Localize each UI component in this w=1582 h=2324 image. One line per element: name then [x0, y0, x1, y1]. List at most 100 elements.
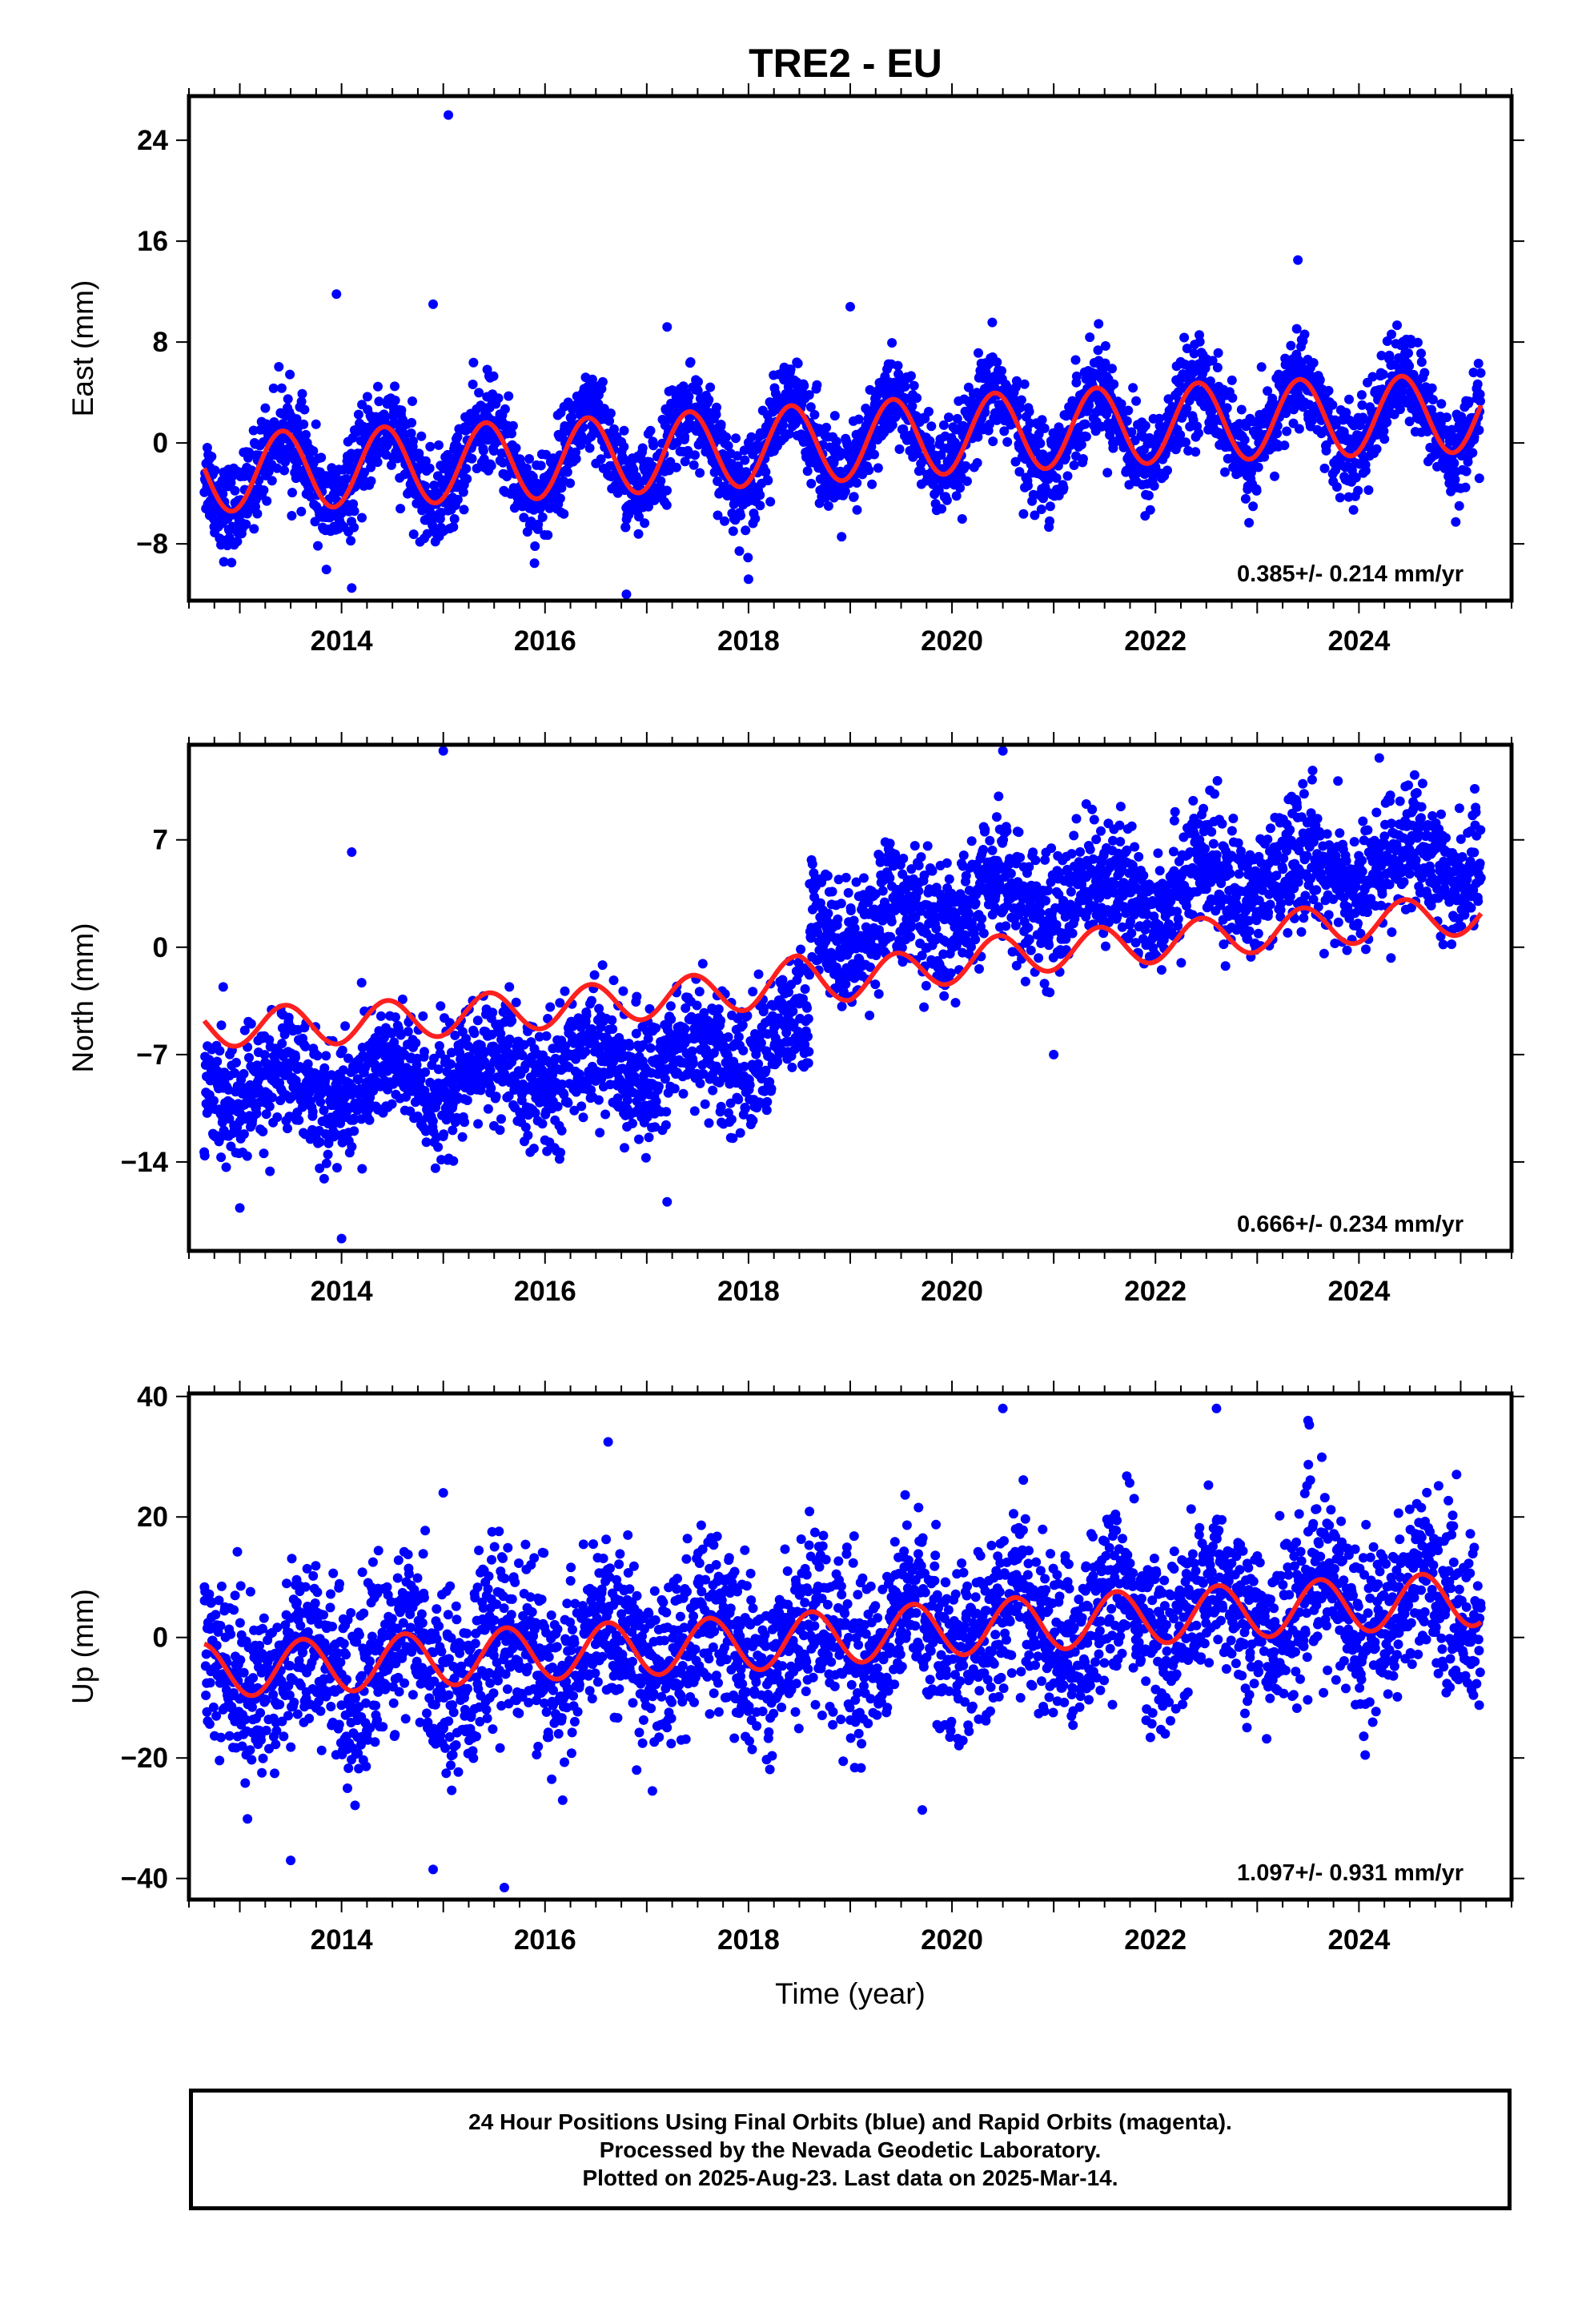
data-point — [349, 1126, 359, 1136]
data-point — [207, 452, 217, 462]
data-point — [1397, 384, 1407, 395]
data-point — [642, 1112, 652, 1122]
data-point — [338, 1065, 348, 1076]
data-point — [997, 366, 1006, 376]
data-point — [462, 1096, 472, 1105]
data-point — [459, 505, 469, 515]
data-point — [634, 1134, 644, 1144]
data-point — [259, 1148, 269, 1159]
data-point — [1469, 432, 1480, 442]
data-point — [300, 1041, 311, 1051]
data-point — [1011, 376, 1022, 386]
data-point — [740, 455, 750, 465]
data-point — [1191, 447, 1201, 457]
data-point — [1356, 390, 1367, 400]
data-point — [736, 510, 745, 521]
data-point — [926, 421, 937, 432]
data-point — [952, 413, 962, 424]
x-tick-label: 2024 — [1327, 625, 1390, 657]
data-point — [697, 959, 708, 969]
data-point — [924, 407, 934, 416]
data-point — [1035, 438, 1046, 448]
data-point — [765, 497, 776, 507]
data-point — [396, 504, 406, 514]
data-point — [239, 1129, 249, 1140]
data-point — [681, 1003, 691, 1013]
data-point — [1412, 337, 1423, 348]
data-point — [628, 1118, 637, 1128]
data-point — [1282, 426, 1292, 436]
y-tick-label: 24 — [137, 125, 168, 156]
rate-label-east: 0.385+/- 0.214 mm/yr — [1237, 561, 1464, 587]
data-point — [728, 1133, 738, 1144]
data-point — [1081, 432, 1091, 442]
data-point — [648, 440, 659, 451]
data-point — [1016, 395, 1026, 405]
x-tick-label: 2022 — [1124, 625, 1186, 657]
data-point — [1348, 505, 1359, 515]
data-point — [837, 532, 847, 542]
data-point — [296, 506, 307, 517]
data-point — [731, 433, 741, 444]
data-point — [665, 1001, 676, 1011]
data-point — [721, 432, 732, 442]
data-point — [644, 1132, 654, 1143]
data-point — [1182, 344, 1192, 354]
data-point — [469, 1028, 480, 1039]
data-point — [488, 371, 499, 381]
data-point — [634, 512, 644, 522]
data-point — [1227, 375, 1237, 385]
data-point — [1327, 400, 1338, 410]
data-point — [741, 525, 751, 536]
data-point — [460, 1117, 470, 1128]
data-point — [563, 1098, 573, 1108]
data-point — [840, 486, 850, 497]
data-point — [694, 987, 705, 997]
data-point — [1123, 405, 1134, 416]
data-point — [232, 537, 243, 547]
data-point — [530, 541, 540, 551]
data-point — [448, 522, 459, 532]
data-point — [387, 1028, 397, 1039]
data-point — [428, 1116, 438, 1126]
data-point — [1476, 368, 1486, 378]
data-point — [578, 1112, 588, 1123]
data-point — [291, 1052, 300, 1063]
data-point — [1207, 356, 1218, 366]
data-point — [301, 429, 311, 440]
data-point — [755, 490, 765, 501]
data-point — [980, 408, 990, 417]
data-point — [723, 1051, 733, 1061]
data-point — [433, 1064, 444, 1075]
data-point — [1360, 465, 1371, 476]
data-point — [468, 357, 479, 368]
data-point — [1076, 440, 1086, 450]
data-point — [567, 412, 577, 422]
data-point — [690, 450, 700, 460]
data-point — [1248, 501, 1259, 512]
data-point — [692, 1000, 702, 1011]
data-point — [746, 432, 757, 442]
data-point — [1358, 412, 1368, 423]
data-point — [881, 390, 891, 400]
data-point — [1416, 348, 1426, 359]
data-point — [867, 479, 877, 489]
data-point — [366, 462, 376, 472]
data-point — [1341, 408, 1351, 418]
data-point — [323, 1149, 333, 1160]
data-point — [478, 445, 488, 456]
data-point — [408, 436, 418, 446]
data-point — [262, 496, 272, 506]
data-point — [390, 1012, 400, 1023]
data-point — [864, 465, 874, 476]
data-point — [1315, 375, 1325, 385]
data-point — [276, 383, 287, 393]
data-point — [763, 476, 773, 485]
data-point — [436, 1001, 446, 1011]
data-point — [1162, 465, 1172, 476]
data-point — [678, 1088, 689, 1099]
data-point — [1474, 473, 1484, 484]
data-point — [999, 426, 1010, 436]
data-point — [349, 506, 359, 517]
